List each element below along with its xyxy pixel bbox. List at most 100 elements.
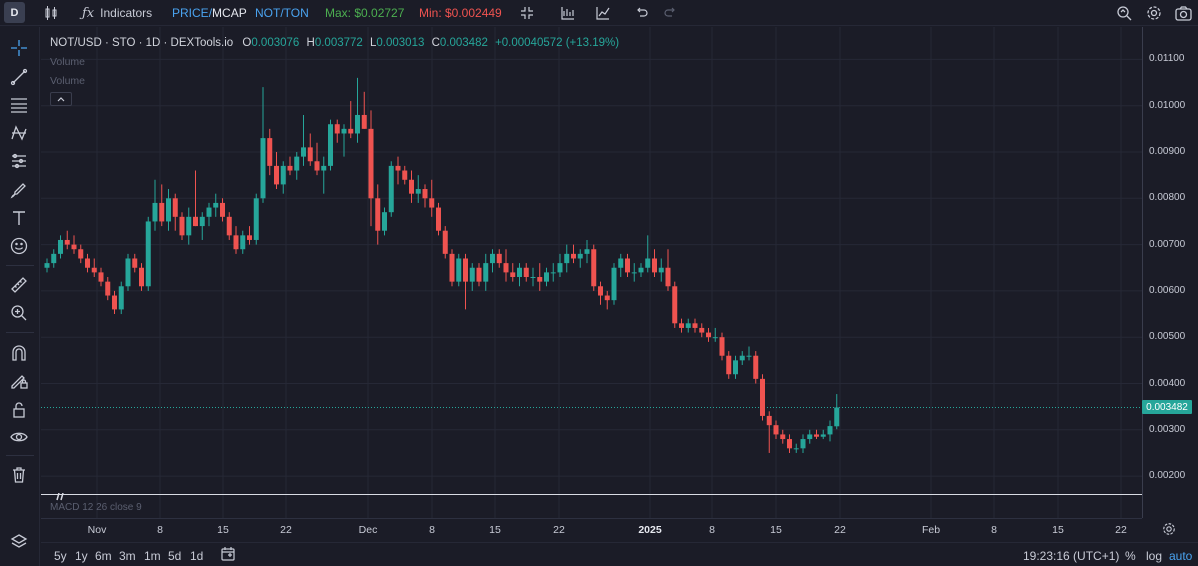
candle-body <box>766 415 772 426</box>
axis-settings-icon[interactable] <box>1162 522 1176 539</box>
candle <box>766 411 772 453</box>
ruler-icon[interactable] <box>9 275 29 295</box>
candle-body <box>139 267 144 287</box>
price-chart[interactable] <box>41 27 1142 518</box>
lock-drawing-icon[interactable] <box>9 371 29 391</box>
open-value: 0.003076 <box>251 37 300 49</box>
candle-body <box>240 235 246 250</box>
candle-body <box>166 198 171 222</box>
text-icon[interactable] <box>9 208 29 228</box>
search-icon[interactable] <box>1116 4 1132 22</box>
candle <box>679 318 684 333</box>
layers-icon[interactable] <box>9 532 29 552</box>
price-option[interactable]: PRICE <box>172 6 209 20</box>
candle <box>294 152 300 180</box>
candle-body <box>780 434 786 440</box>
candle <box>672 281 678 328</box>
compare-chart-icon[interactable] <box>561 4 575 22</box>
candle-body <box>226 216 232 236</box>
candlestick-chart[interactable] <box>41 27 1142 518</box>
candle <box>699 323 705 338</box>
candle-body <box>105 281 111 296</box>
range-button-1y[interactable]: 1y <box>75 549 88 563</box>
candle-body <box>220 202 225 217</box>
zoom-in-icon[interactable] <box>9 303 29 323</box>
candle-body <box>341 128 347 134</box>
brush-icon[interactable] <box>9 180 29 200</box>
pattern-icon[interactable] <box>9 123 29 143</box>
lock-icon[interactable] <box>9 400 29 420</box>
candle-body <box>449 253 455 282</box>
candle-body <box>78 249 84 259</box>
crosshair-icon[interactable] <box>9 38 29 58</box>
time-tick-label: 8 <box>709 524 715 536</box>
mcap-option[interactable]: MCAP <box>212 6 247 20</box>
candle <box>361 91 367 129</box>
date-range-icon[interactable] <box>220 546 236 565</box>
clock-time[interactable]: 19:23:16 (UTC+1) <box>1023 549 1120 563</box>
candle-body <box>712 337 718 339</box>
symbol-title[interactable]: NOT/USD · STO · 1D · DEXTools.io <box>50 37 234 49</box>
candle-body <box>517 267 522 278</box>
time-axis[interactable] <box>41 518 1142 540</box>
fullscreen-icon[interactable] <box>520 4 534 22</box>
eye-icon[interactable] <box>9 427 29 447</box>
screenshot-icon[interactable] <box>1175 4 1192 22</box>
macd-label[interactable]: MACD 12 26 close 9 <box>50 502 142 513</box>
candle <box>132 253 138 273</box>
avatar[interactable]: D <box>4 2 25 23</box>
redo-icon[interactable] <box>664 4 678 22</box>
range-button-1m[interactable]: 1m <box>144 549 161 563</box>
candle <box>368 110 374 227</box>
macd-pane[interactable] <box>41 493 1142 518</box>
candle-body <box>85 258 90 268</box>
candle-body <box>496 253 502 264</box>
candle-body <box>375 198 381 231</box>
range-button-5d[interactable]: 5d <box>168 549 182 563</box>
candle <box>415 175 421 203</box>
indicators-button[interactable]: ƒx Indicators <box>82 4 152 22</box>
candle-body <box>503 263 509 273</box>
percent-toggle[interactable]: % <box>1125 549 1136 563</box>
range-button-1d[interactable]: 1d <box>190 549 204 563</box>
candle-body <box>787 439 792 449</box>
undo-icon[interactable] <box>634 4 648 22</box>
candle-body <box>233 235 239 250</box>
price-mcap-toggle[interactable]: PRICE / MCAP <box>172 6 247 20</box>
candle-body <box>125 258 131 287</box>
candle-body <box>746 355 752 357</box>
candle-type-icon[interactable] <box>44 4 58 22</box>
candle <box>355 77 360 143</box>
emoji-icon[interactable] <box>9 236 29 256</box>
volume-label-1[interactable]: Volume <box>50 56 86 68</box>
candle <box>233 226 239 254</box>
range-button-6m[interactable]: 6m <box>95 549 112 563</box>
pair-toggle[interactable]: NOT/TON <box>255 6 309 20</box>
auto-toggle[interactable]: auto <box>1169 549 1193 563</box>
chart-template-icon[interactable] <box>596 4 610 22</box>
candle <box>179 212 185 240</box>
candle <box>787 434 792 453</box>
low-label: L <box>370 37 377 49</box>
price-axis[interactable] <box>1142 27 1198 518</box>
log-toggle[interactable]: log <box>1146 549 1163 563</box>
prediction-icon[interactable] <box>9 151 29 171</box>
candle <box>645 235 651 273</box>
collapse-legend-button[interactable] <box>50 92 72 106</box>
volume-label-2[interactable]: Volume <box>50 75 86 87</box>
candle-body <box>658 267 664 273</box>
candle-body <box>186 216 192 236</box>
candle-body <box>348 128 354 134</box>
pane-drag-handle[interactable] <box>53 493 83 501</box>
fib-retracement-icon[interactable] <box>9 95 29 115</box>
magnet-icon[interactable] <box>9 343 29 363</box>
range-button-3m[interactable]: 3m <box>119 549 136 563</box>
trend-line-icon[interactable] <box>9 67 29 87</box>
candle-body <box>172 198 178 217</box>
candle-body <box>51 253 57 264</box>
trash-icon[interactable] <box>9 465 29 485</box>
candle-body <box>557 263 563 273</box>
candle-body <box>523 267 529 278</box>
settings-icon[interactable] <box>1146 4 1162 22</box>
range-button-5y[interactable]: 5y <box>54 549 67 563</box>
